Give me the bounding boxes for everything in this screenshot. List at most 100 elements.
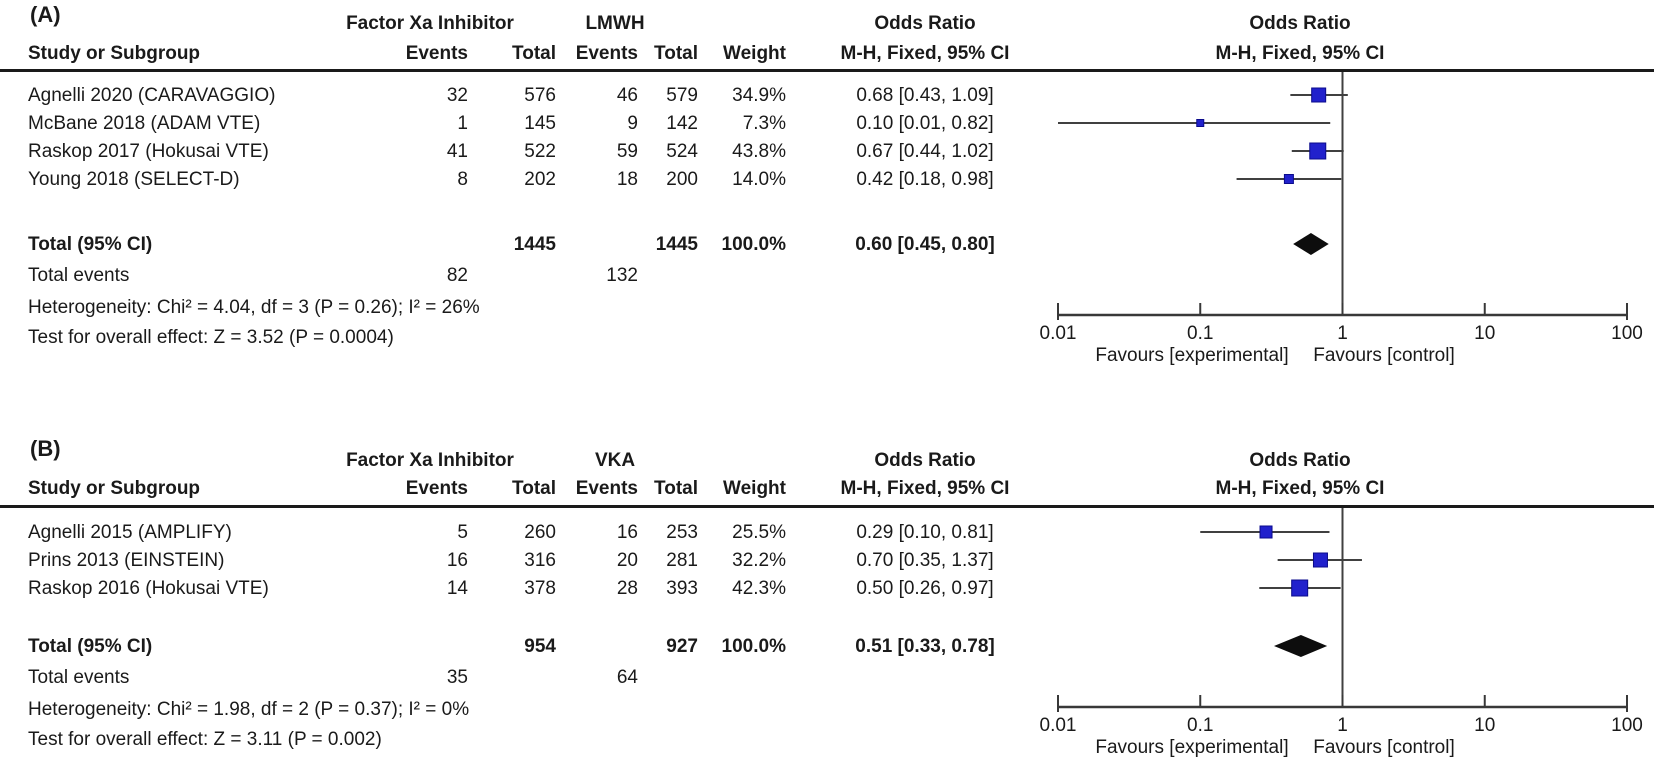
weight-cell: 14.0%: [732, 169, 786, 190]
exp-total-column-header: Total: [512, 43, 556, 64]
weight-cell: 25.5%: [732, 522, 786, 543]
total-weight-cell: 100.0%: [721, 636, 786, 657]
panel-label: (A): [30, 2, 61, 27]
exp-events-column-header: Events: [405, 478, 468, 499]
forest-square: [1311, 87, 1327, 103]
forest-square: [1196, 119, 1205, 127]
method-column-header: M-H, Fixed, 95% CI: [840, 478, 1010, 499]
tick-label: 1: [1337, 715, 1348, 736]
weight-column-header: Weight: [723, 478, 786, 499]
ctrl-events-cell: 9: [627, 113, 638, 134]
overall-effect-text: Test for overall effect: Z = 3.52 (P = 0…: [28, 327, 394, 348]
ctrl-total-cell: 200: [666, 169, 698, 190]
exp-events-cell: 5: [457, 522, 468, 543]
total-or-ci-cell: 0.60 [0.45, 0.80]: [855, 234, 995, 255]
weight-cell: 34.9%: [732, 85, 786, 106]
total-events-exp-cell: 35: [446, 667, 468, 688]
study-name: Prins 2013 (EINSTEIN): [28, 550, 225, 571]
exp-total-column-header: Total: [512, 478, 556, 499]
forest-square: [1309, 142, 1327, 160]
or-ci-cell: 0.67 [0.44, 1.02]: [856, 141, 994, 162]
study-name: McBane 2018 (ADAM VTE): [28, 113, 261, 134]
ctrl-events-cell: 46: [616, 85, 638, 106]
total-or-ci-cell: 0.51 [0.33, 0.78]: [855, 636, 995, 657]
or-ci-cell: 0.42 [0.18, 0.98]: [856, 169, 994, 190]
heterogeneity-text: Heterogeneity: Chi² = 4.04, df = 3 (P = …: [28, 297, 480, 318]
weight-cell: 43.8%: [732, 141, 786, 162]
forest-square: [1312, 552, 1328, 568]
experimental-group-header: Factor Xa Inhibitor: [346, 450, 514, 471]
study-name: Raskop 2017 (Hokusai VTE): [28, 141, 269, 162]
plot-method-column-header: M-H, Fixed, 95% CI: [1215, 478, 1385, 499]
ctrl-events-cell: 18: [616, 169, 638, 190]
or-ci-cell: 0.29 [0.10, 0.81]: [856, 522, 994, 543]
tick-label: 10: [1474, 715, 1495, 736]
header-rule: [0, 505, 1654, 508]
tick-label: 10: [1474, 323, 1495, 344]
exp-events-cell: 14: [446, 578, 468, 599]
tick-label: 0.01: [1040, 323, 1077, 344]
weight-column-header: Weight: [723, 43, 786, 64]
ctrl-events-cell: 28: [616, 578, 638, 599]
plot-effect-measure-header: Odds Ratio: [1249, 13, 1351, 34]
total-exp-total-cell: 954: [524, 636, 556, 657]
total-events-label: Total events: [28, 265, 130, 286]
tick-label: 0.1: [1187, 715, 1213, 736]
total-ctrl-total-cell: 1445: [655, 234, 698, 255]
summary-diamond: [1293, 233, 1329, 255]
effect-measure-header: Odds Ratio: [874, 13, 976, 34]
control-group-header: LMWH: [585, 13, 645, 34]
total-events-ctrl-cell: 132: [606, 265, 638, 286]
method-column-header: M-H, Fixed, 95% CI: [840, 43, 1010, 64]
favours-experimental-label: Favours [experimental]: [1095, 737, 1288, 758]
ctrl-total-cell: 579: [666, 85, 698, 106]
exp-events-cell: 1: [457, 113, 468, 134]
exp-total-cell: 145: [524, 113, 556, 134]
exp-events-cell: 8: [457, 169, 468, 190]
heterogeneity-text: Heterogeneity: Chi² = 1.98, df = 2 (P = …: [28, 699, 470, 720]
favours-experimental-label: Favours [experimental]: [1095, 345, 1288, 366]
or-ci-cell: 0.50 [0.26, 0.97]: [856, 578, 994, 599]
total-events-ctrl-cell: 64: [616, 667, 638, 688]
ctrl-events-column-header: Events: [575, 478, 638, 499]
plot-method-column-header: M-H, Fixed, 95% CI: [1215, 43, 1385, 64]
exp-events-cell: 41: [446, 141, 468, 162]
ctrl-total-cell: 393: [666, 578, 698, 599]
ctrl-total-column-header: Total: [654, 478, 698, 499]
effect-measure-header: Odds Ratio: [874, 450, 976, 471]
panel-label: (B): [30, 436, 61, 461]
or-ci-cell: 0.68 [0.43, 1.09]: [856, 85, 994, 106]
total-exp-total-cell: 1445: [513, 234, 556, 255]
exp-events-cell: 32: [446, 85, 468, 106]
total-ctrl-total-cell: 927: [666, 636, 698, 657]
exp-total-cell: 576: [524, 85, 556, 106]
ctrl-total-cell: 253: [666, 522, 698, 543]
exp-total-cell: 316: [524, 550, 556, 571]
favours-control-label: Favours [control]: [1313, 345, 1455, 366]
ctrl-total-cell: 281: [666, 550, 698, 571]
summary-diamond: [1274, 635, 1328, 657]
ctrl-total-cell: 524: [666, 141, 698, 162]
weight-cell: 7.3%: [742, 113, 786, 134]
ctrl-events-cell: 20: [616, 550, 638, 571]
ctrl-events-column-header: Events: [575, 43, 638, 64]
ctrl-total-cell: 142: [666, 113, 698, 134]
exp-total-cell: 202: [524, 169, 556, 190]
forest-square: [1283, 174, 1294, 184]
experimental-group-header: Factor Xa Inhibitor: [346, 13, 514, 34]
exp-total-cell: 378: [524, 578, 556, 599]
forest-square: [1259, 525, 1273, 539]
exp-events-column-header: Events: [405, 43, 468, 64]
tick-label: 0.01: [1040, 715, 1077, 736]
or-ci-cell: 0.10 [0.01, 0.82]: [856, 113, 994, 134]
total-label: Total (95% CI): [28, 636, 153, 657]
weight-cell: 32.2%: [732, 550, 786, 571]
tick-label: 100: [1611, 323, 1643, 344]
exp-events-cell: 16: [446, 550, 468, 571]
tick-label: 100: [1611, 715, 1643, 736]
study-column-header: Study or Subgroup: [28, 478, 201, 499]
header-rule: [0, 69, 1654, 72]
tick-label: 1: [1337, 323, 1348, 344]
total-label: Total (95% CI): [28, 234, 153, 255]
